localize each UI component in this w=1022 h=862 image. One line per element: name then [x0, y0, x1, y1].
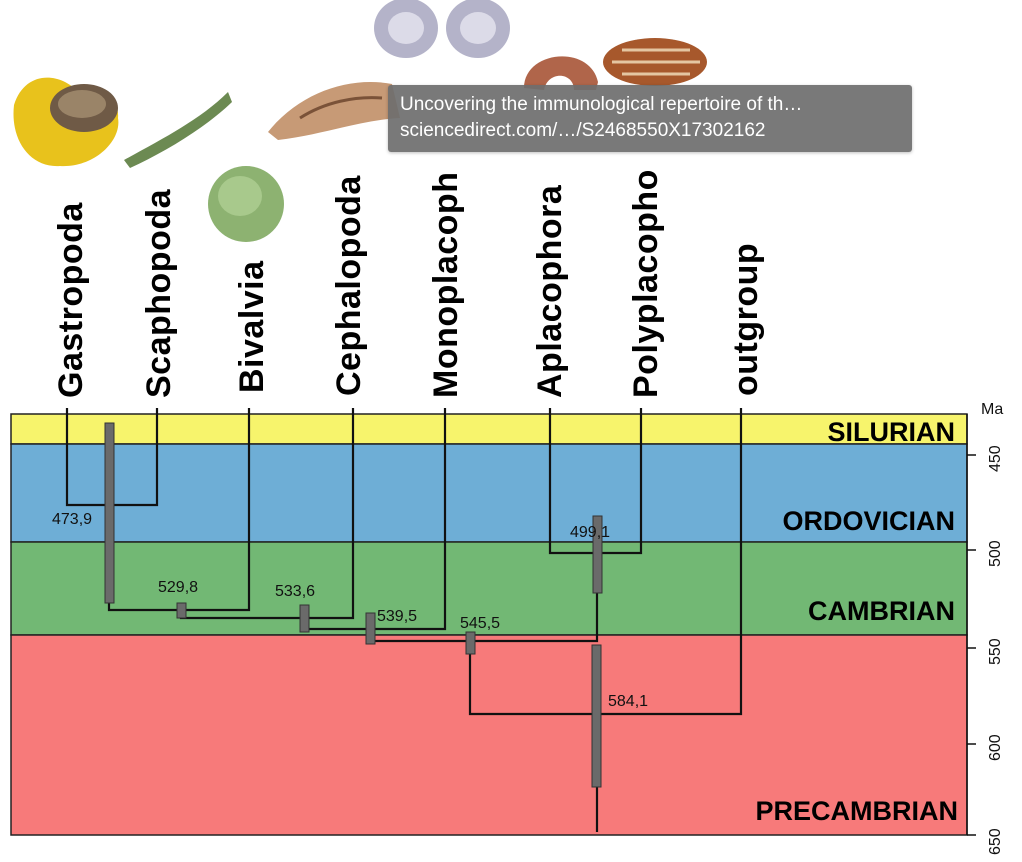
period-label-cambrian: CAMBRIAN	[808, 596, 955, 626]
axis-tick-label: 550	[987, 638, 1004, 665]
mollusc-shell-icon	[268, 82, 400, 140]
tooltip-url: sciencedirect.com/…/S2468550X17302162	[400, 120, 766, 141]
mollusc-shell-icon	[13, 77, 119, 167]
mollusc-shell-icon	[124, 92, 232, 168]
period-band-ordovician	[10, 443, 968, 543]
axis-tick-label: 600	[987, 734, 1004, 761]
time-axis	[966, 414, 976, 836]
branch-to-outgroup	[468, 408, 743, 716]
taxon-label-bivalvia: Bivalvia	[233, 260, 271, 393]
taxon-label-outgroup: outgroup	[727, 242, 765, 396]
confidence-bars	[104, 422, 603, 788]
node-age-label: 529,8	[158, 579, 198, 596]
mollusc-shell-icon	[208, 166, 284, 242]
axis-tick-label: 500	[987, 540, 1004, 567]
period-label-ordovician: ORDOVICIAN	[782, 506, 955, 536]
node-age-label: 533,6	[275, 583, 315, 600]
taxon-label-polyplacophora: Polyplacopho	[627, 169, 665, 398]
period-band-precambrian	[10, 634, 968, 836]
mollusc-shell-icon	[374, 0, 510, 58]
taxon-label-gastropoda: Gastropoda	[52, 202, 90, 398]
taxon-label-aplacophora: Aplacophora	[531, 184, 569, 398]
ci-bar-473-9	[104, 422, 115, 604]
node-age-label: 545,5	[460, 615, 500, 632]
period-label-silurian: SILURIAN	[828, 417, 956, 447]
taxon-label-monoplacophora: Monoplacoph	[427, 171, 465, 398]
ci-bar-584-1	[591, 644, 602, 788]
period-band-cambrian	[10, 541, 968, 636]
node-age-label: 584,1	[608, 693, 648, 710]
period-label-precambrian: PRECAMBRIAN	[756, 796, 959, 826]
taxon-label-scaphopoda: Scaphopoda	[140, 188, 178, 398]
axis-tick-label: 450	[987, 445, 1004, 472]
node-age-label: 539,5	[377, 608, 417, 625]
axis-tick-label: 650	[987, 828, 1004, 855]
ci-bar-499-1	[592, 515, 603, 594]
link-tooltip[interactable]: Uncovering the immunological repertoire …	[388, 85, 912, 152]
ci-bar-533-6	[299, 604, 310, 633]
axis-unit-label: Ma	[981, 401, 1003, 418]
node-age-label: 499,1	[570, 524, 610, 541]
ci-bar-539-5	[365, 612, 376, 645]
tooltip-title: Uncovering the immunological repertoire …	[400, 94, 803, 115]
mollusc-shell-icon	[524, 56, 598, 90]
period-band-silurian	[10, 413, 968, 445]
mollusc-shell-icon	[603, 38, 707, 86]
taxon-label-cephalopoda: Cephalopoda	[330, 175, 368, 396]
ci-bar-545-5	[465, 631, 476, 655]
ci-bar-529-8	[176, 602, 187, 619]
node-age-label: 473,9	[52, 511, 92, 528]
